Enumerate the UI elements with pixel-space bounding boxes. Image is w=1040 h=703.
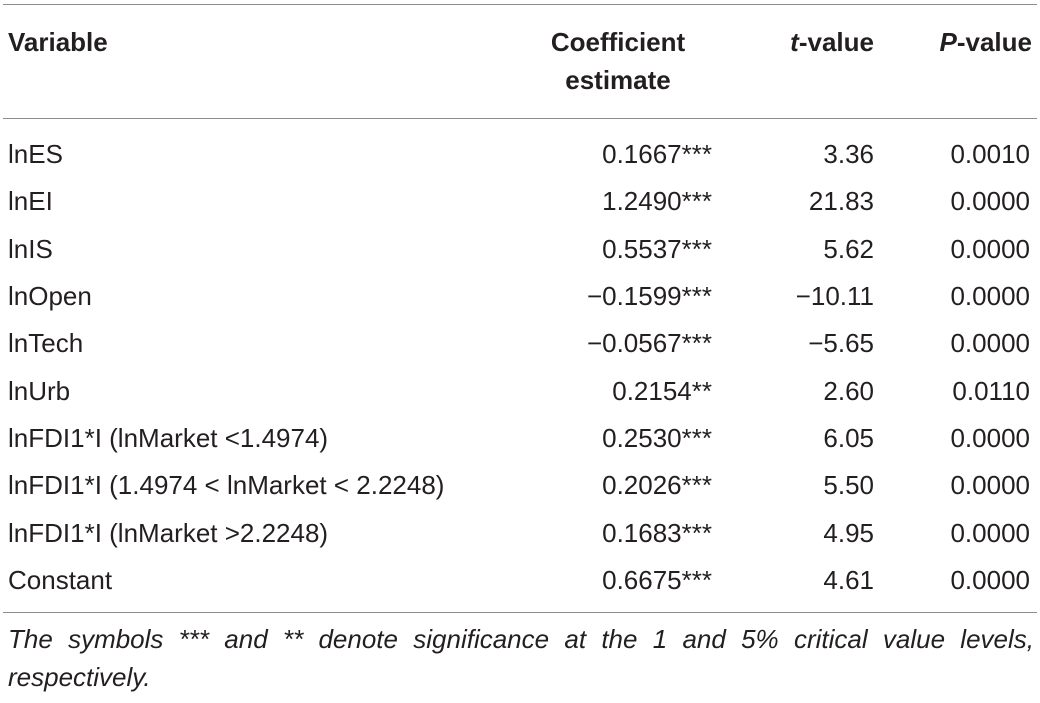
row-variable: lnFDI1*I (1.4974 < lnMarket < 2.2248) <box>8 470 445 501</box>
header-t-symbol: t <box>790 27 799 57</box>
table-row: lnTech −0.0567*** −5.65 0.0000 <box>3 320 1037 367</box>
header-t-value: t-value <box>713 5 888 118</box>
row-variable: lnOpen <box>8 281 92 312</box>
table-row: lnFDI1*I (lnMarket <1.4974) 0.2530*** 6.… <box>3 415 1037 462</box>
row-p-value: 0.0000 <box>950 564 1030 595</box>
table-row: lnES 0.1667*** 3.36 0.0010 <box>3 119 1037 178</box>
row-coefficient: 0.1683*** <box>602 517 712 548</box>
table-body: lnES 0.1667*** 3.36 0.0010 lnEI 1.2490**… <box>3 119 1037 612</box>
row-p-value: 0.0000 <box>950 281 1030 312</box>
row-coefficient: 0.2154** <box>612 375 712 406</box>
row-t-value: 6.05 <box>823 422 874 453</box>
table-row: lnFDI1*I (lnMarket >2.2248) 0.1683*** 4.… <box>3 509 1037 556</box>
header-bottom-rule <box>3 118 1037 119</box>
table-row: lnFDI1*I (1.4974 < lnMarket < 2.2248) 0.… <box>3 462 1037 509</box>
header-t-suffix: -value <box>798 27 874 57</box>
table-footnote: The symbols *** and ** denote significan… <box>8 623 1034 692</box>
header-p-value: P-value <box>888 5 1037 118</box>
table-row: lnIS 0.5537*** 5.62 0.0000 <box>3 226 1037 273</box>
row-variable: lnUrb <box>8 375 71 406</box>
row-p-value: 0.0000 <box>950 328 1030 359</box>
regression-results-table-container: Variable Coefficient estimate t-value P-v… <box>3 4 1037 696</box>
row-p-value: 0.0110 <box>952 375 1030 406</box>
row-coefficient: 0.5537*** <box>602 233 712 264</box>
row-t-value: −10.11 <box>795 281 874 312</box>
row-t-value: 4.61 <box>823 564 874 595</box>
table-header: Variable Coefficient estimate t-value P-v… <box>3 5 1037 118</box>
table-row: lnEI 1.2490*** 21.83 0.0000 <box>3 178 1037 225</box>
row-variable: lnIS <box>8 233 53 264</box>
header-p-suffix: -value <box>956 27 1032 57</box>
header-coefficient-estimate: Coefficient estimate <box>523 5 713 118</box>
header-row: Variable Coefficient estimate t-value P-v… <box>3 5 1037 118</box>
row-t-value: 3.36 <box>823 139 874 170</box>
header-coefficient-line1: Coefficient <box>550 27 686 57</box>
row-t-value: −5.65 <box>808 328 874 359</box>
table-row: Constant 0.6675*** 4.61 0.0000 <box>3 557 1037 612</box>
row-t-value: 21.83 <box>808 186 874 217</box>
regression-results-body: lnES 0.1667*** 3.36 0.0010 lnEI 1.2490**… <box>3 119 1037 612</box>
row-coefficient: −0.1599*** <box>586 281 712 312</box>
header-coefficient-line2: estimate <box>565 65 671 95</box>
row-variable: lnFDI1*I (lnMarket >2.2248) <box>8 517 329 548</box>
header-variable: Variable <box>8 27 108 57</box>
row-p-value: 0.0000 <box>950 186 1030 217</box>
row-variable: Constant <box>8 564 113 595</box>
row-variable: lnES <box>8 139 63 170</box>
row-p-value: 0.0000 <box>950 517 1030 548</box>
regression-results-table: Variable Coefficient estimate t-value P-v… <box>3 5 1037 118</box>
row-p-value: 0.0000 <box>950 422 1030 453</box>
row-variable: lnEI <box>8 186 53 217</box>
row-t-value: 2.60 <box>823 375 874 406</box>
table-row: lnOpen −0.1599*** −10.11 0.0000 <box>3 273 1037 320</box>
row-coefficient: 0.2026*** <box>602 470 712 501</box>
row-coefficient: −0.0567*** <box>586 328 712 359</box>
row-t-value: 5.62 <box>823 233 874 264</box>
row-p-value: 0.0000 <box>950 470 1030 501</box>
table-row: lnUrb 0.2154** 2.60 0.0110 <box>3 367 1037 414</box>
row-coefficient: 0.2530*** <box>602 422 712 453</box>
row-p-value: 0.0000 <box>950 233 1030 264</box>
table-top-rule <box>3 4 1037 5</box>
row-p-value: 0.0010 <box>950 139 1030 170</box>
row-t-value: 5.50 <box>823 470 874 501</box>
row-t-value: 4.95 <box>823 517 874 548</box>
row-variable: lnFDI1*I (lnMarket <1.4974) <box>8 422 329 453</box>
header-p-symbol: P <box>939 27 957 57</box>
row-coefficient: 1.2490*** <box>602 186 712 217</box>
row-variable: lnTech <box>8 328 84 359</box>
row-coefficient: 0.6675*** <box>602 564 712 595</box>
table-bottom-rule <box>3 611 1037 613</box>
row-coefficient: 0.1667*** <box>602 139 712 170</box>
